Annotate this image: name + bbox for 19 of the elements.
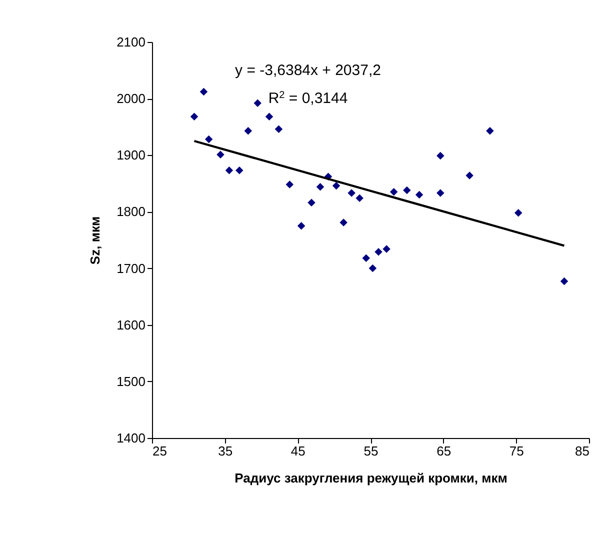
y-tick-label: 1500 bbox=[116, 374, 146, 389]
y-axis-title: Sz, мкм bbox=[88, 216, 103, 265]
x-tick-label: 45 bbox=[290, 444, 306, 458]
x-axis-title: Радиус закругления режущей кромки, мкм bbox=[234, 470, 508, 486]
y-tick-label: 1400 bbox=[116, 430, 146, 446]
x-tick-label: 55 bbox=[364, 444, 378, 458]
x-tick-label: 35 bbox=[218, 444, 233, 458]
y-tick-label: 1600 bbox=[116, 317, 146, 332]
x-tick-label: 75 bbox=[509, 444, 524, 458]
y-tick-label: 1900 bbox=[116, 148, 146, 163]
y-tick-label: 1700 bbox=[116, 260, 146, 276]
x-tick-label: 65 bbox=[436, 444, 452, 458]
y-tick-label: 2000 bbox=[116, 91, 146, 106]
x-tick-label: 25 bbox=[152, 444, 167, 458]
y-tick-label: 2100 bbox=[116, 34, 146, 50]
y-tick-label: 1800 bbox=[116, 204, 146, 220]
annotation: R$^{2}$ = 0,3144 bbox=[268, 90, 348, 107]
annotation: y = -3,6384x + 2037,2 bbox=[235, 62, 381, 79]
x-tick-label: 85 bbox=[575, 444, 590, 458]
